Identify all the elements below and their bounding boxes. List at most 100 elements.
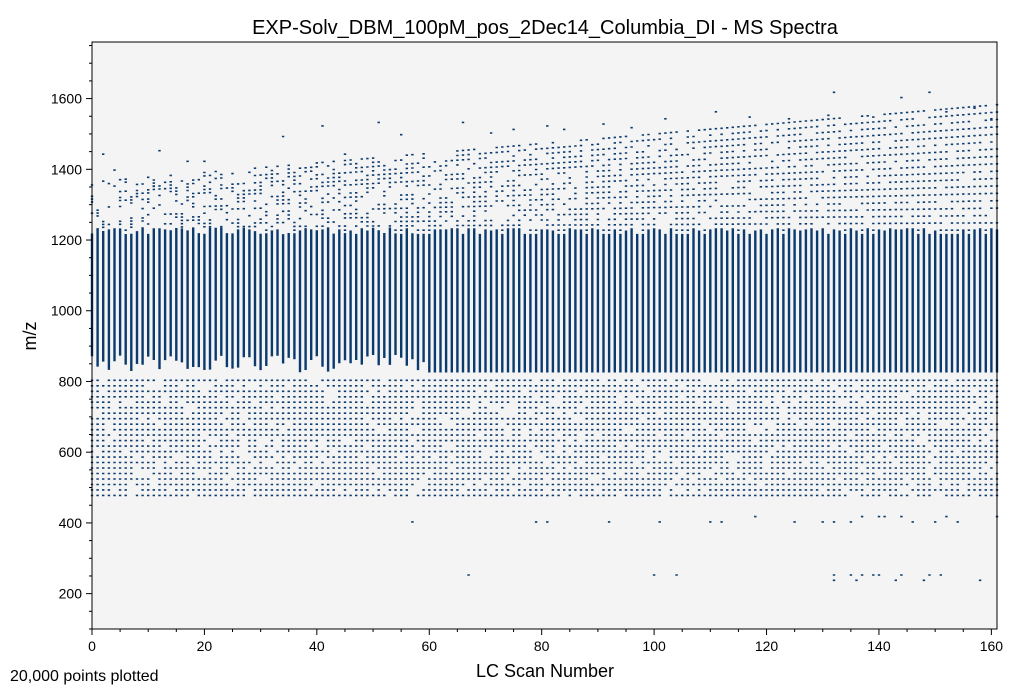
data-point-group xyxy=(636,140,639,497)
data-point-group xyxy=(540,147,543,497)
data-point-group xyxy=(512,145,515,497)
data-point-group xyxy=(815,119,819,497)
data-point-group xyxy=(849,123,853,491)
data-point-group xyxy=(130,196,133,480)
data-point-group xyxy=(737,126,740,497)
data-point-group xyxy=(546,147,549,497)
x-tick-label: 0 xyxy=(88,638,96,654)
y-tick-label: 1000 xyxy=(51,303,82,319)
data-point-group xyxy=(478,152,482,497)
data-point-group xyxy=(411,153,414,486)
data-point-group xyxy=(607,137,611,497)
y-tick-label: 1200 xyxy=(51,232,82,248)
y-tick-label: 600 xyxy=(59,444,83,460)
data-point-group xyxy=(591,143,594,497)
data-point-group xyxy=(293,171,296,497)
data-point-group xyxy=(338,172,341,497)
data-point-group xyxy=(579,139,583,497)
data-point-group xyxy=(855,122,858,491)
data-point-group xyxy=(799,120,802,497)
y-axis: 200 400 600 800 1000 1200 1400 1600 xyxy=(51,45,92,630)
data-point-group xyxy=(124,178,127,497)
data-point-group xyxy=(652,138,656,497)
x-tick-label: 100 xyxy=(642,638,666,654)
x-axis: 0 20 40 60 80 100 120 140 160 xyxy=(88,629,1003,654)
data-point-group xyxy=(192,179,195,491)
data-point-group xyxy=(967,106,971,497)
x-tick-label: 160 xyxy=(980,638,1004,654)
data-point-group xyxy=(321,161,324,497)
data-point-group xyxy=(501,146,504,497)
data-point-group xyxy=(236,183,240,497)
data-point-group xyxy=(276,165,279,497)
data-point-group xyxy=(214,170,217,497)
data-point-group xyxy=(596,143,600,497)
x-tick-label: 80 xyxy=(534,638,550,654)
data-point-group xyxy=(759,130,763,497)
data-point-group xyxy=(742,125,746,497)
data-point-group xyxy=(484,152,487,497)
data-point-group xyxy=(754,124,757,497)
data-point-group xyxy=(135,183,139,497)
data-point-group xyxy=(265,166,268,497)
data-point-group xyxy=(405,154,408,497)
x-tick-label: 120 xyxy=(755,638,779,654)
data-point-group xyxy=(394,159,397,497)
data-point-group xyxy=(771,123,774,497)
data-point-group xyxy=(422,153,425,497)
data-point-group xyxy=(439,165,442,497)
x-axis-label: LC Scan Number xyxy=(476,661,614,681)
data-point-group xyxy=(922,110,926,497)
data-point-group xyxy=(911,111,914,491)
data-point-group xyxy=(152,179,155,497)
data-point-group xyxy=(444,160,448,497)
data-point-group xyxy=(726,127,729,497)
data-point-group xyxy=(905,111,909,497)
data-point-group xyxy=(113,185,116,497)
data-point-group xyxy=(956,107,959,497)
data-point-group xyxy=(703,128,706,497)
data-point-group xyxy=(332,160,335,497)
data-point-group xyxy=(118,178,122,497)
data-point-group xyxy=(529,143,532,497)
data-point-group xyxy=(782,122,785,497)
data-points xyxy=(90,91,999,582)
data-point-group xyxy=(186,183,189,497)
data-point-group xyxy=(489,152,493,497)
data-point-group xyxy=(287,164,290,497)
data-point-group xyxy=(495,146,498,497)
data-point-group xyxy=(96,209,99,497)
data-point-group xyxy=(748,125,751,497)
data-point-group xyxy=(647,133,650,497)
data-point-group xyxy=(371,157,375,497)
data-point-group xyxy=(838,117,841,497)
data-point-group xyxy=(697,129,701,497)
data-point-group xyxy=(574,145,577,491)
data-point-group xyxy=(669,131,673,497)
data-point-group xyxy=(602,137,605,497)
data-point-group xyxy=(810,119,813,497)
data-point-group xyxy=(692,135,695,497)
data-point-group xyxy=(506,145,510,497)
data-point-group xyxy=(821,118,824,497)
data-point-group xyxy=(641,134,645,497)
data-point-group xyxy=(917,110,920,497)
y-axis-label: m/z xyxy=(20,322,40,351)
data-point-group xyxy=(877,120,881,497)
data-point-group xyxy=(860,115,864,497)
data-point-group xyxy=(990,111,993,497)
data-point-group xyxy=(298,167,302,497)
data-point-group xyxy=(377,161,380,497)
data-point-group xyxy=(714,127,718,497)
data-point-group xyxy=(360,158,363,497)
data-point-group xyxy=(894,112,897,497)
data-point-group xyxy=(349,159,352,497)
data-point-group xyxy=(281,180,285,497)
data-point-group xyxy=(889,113,892,497)
data-point-group xyxy=(563,146,566,491)
data-point-group xyxy=(720,127,723,497)
data-point-group xyxy=(675,131,678,497)
plot-frame xyxy=(91,41,998,630)
data-point-group xyxy=(315,162,318,497)
